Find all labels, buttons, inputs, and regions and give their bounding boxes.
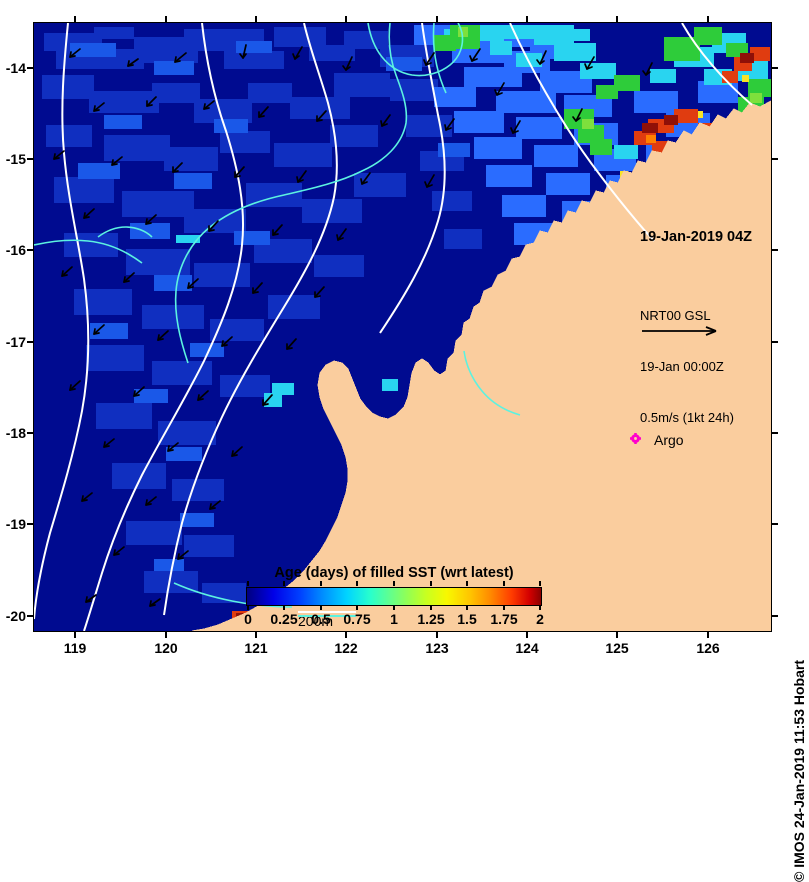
y-tick-label: -18 <box>5 425 26 441</box>
x-tick-label: 125 <box>605 640 629 656</box>
colorbar-tick-label: 2 <box>536 611 544 627</box>
contour-1000m <box>34 23 753 631</box>
x-tick-label: 119 <box>63 640 87 656</box>
map-canvas <box>34 23 771 631</box>
y-tick-label: -14 <box>5 60 26 76</box>
timestamp-label: 19-Jan-2019 04Z <box>640 229 753 245</box>
vector-scale-arrow-icon <box>642 326 717 336</box>
vector-legend-line3: 0.5m/s (1kt 24h) <box>640 410 734 425</box>
vector-legend-line1: NRT00 GSL <box>640 308 711 323</box>
colorbar-title: Age (days) of filled SST (wrt latest) <box>274 565 514 581</box>
y-tick-label: -17 <box>5 334 26 350</box>
x-tick-label: 120 <box>154 640 178 656</box>
colorbar-tick-label: 0.5 <box>311 611 331 627</box>
vector-scale-legend: NRT00 GSL 19-Jan 00:00Z 0.5m/s (1kt 24h) <box>640 273 734 460</box>
argo-marker-icon <box>630 433 641 444</box>
x-tick-label: 122 <box>334 640 358 656</box>
y-tick-label: -20 <box>5 608 26 624</box>
depth-legend-lines-icon <box>298 611 356 617</box>
figure-root: 19-Jan-2019 04Z NRT00 GSL 19-Jan 00:00Z … <box>5 16 807 882</box>
vector-legend-line2: 19-Jan 00:00Z <box>640 359 724 374</box>
argo-legend-label: Argo <box>654 432 684 448</box>
sst-age-raster <box>42 25 771 625</box>
y-tick-label: -19 <box>5 516 26 532</box>
colorbar-gradient <box>246 587 542 606</box>
current-vectors <box>53 44 653 607</box>
x-tick-label: 121 <box>244 640 268 656</box>
colorbar-tick-label: 0 <box>244 611 252 627</box>
x-tick-label: 123 <box>425 640 449 656</box>
map-plot-area[interactable]: 19-Jan-2019 04Z NRT00 GSL 19-Jan 00:00Z … <box>33 22 772 632</box>
colorbar-tick-label: 0.25 <box>270 611 298 627</box>
colorbar-tick-label: 1.5 <box>457 611 477 627</box>
colorbar-tick-label: 1 <box>390 611 398 627</box>
y-tick-label: -16 <box>5 242 26 258</box>
contour-200m <box>34 23 521 608</box>
x-tick-label: 126 <box>696 640 720 656</box>
credit-text: © IMOS 24-Jan-2019 11:53 Hobart <box>791 660 807 882</box>
y-tick-label: -15 <box>5 151 26 167</box>
colorbar-tick-label: 0.75 <box>343 611 371 627</box>
colorbar-tick-label: 1.25 <box>417 611 445 627</box>
x-tick-label: 124 <box>515 640 539 656</box>
colorbar-tick-label: 1.75 <box>490 611 518 627</box>
land-polygon <box>191 100 771 631</box>
